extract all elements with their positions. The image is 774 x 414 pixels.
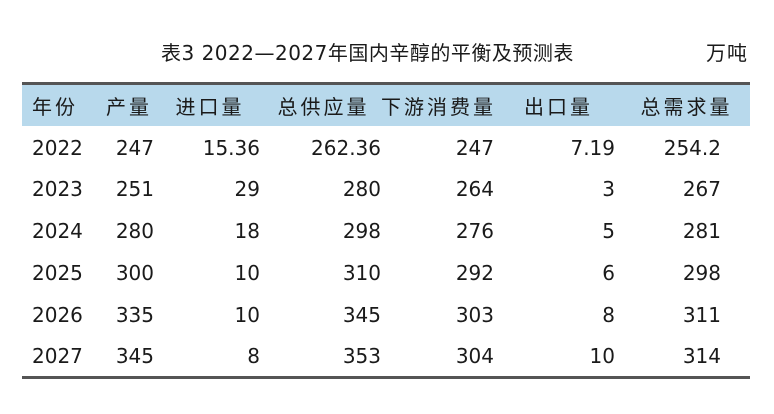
cell-year: 2024 (32, 218, 83, 243)
cell-import: 10 (234, 302, 260, 327)
cell-total-supply: 310 (342, 260, 381, 285)
table-row: 2026 335 10 345 303 8 311 (22, 294, 750, 336)
cell-export: 7.19 (570, 135, 615, 160)
cell-import: 8 (154, 335, 266, 379)
cell-total-demand: 314 (623, 335, 750, 379)
table-title: 表3 2022—2027年国内辛醇的平衡及预测表 (161, 41, 574, 65)
cell-output: 247 (115, 135, 154, 160)
cell-downstream-consumption: 304 (381, 335, 494, 379)
header-year: 年份 (22, 82, 104, 126)
cell-year: 2025 (32, 260, 83, 285)
cell-output: 280 (115, 218, 154, 243)
cell-export: 8 (602, 302, 615, 327)
header-total-supply: 总供应量 (266, 82, 381, 126)
table-row: 2023 251 29 280 264 3 267 (22, 168, 750, 210)
cell-total-demand: 267 (682, 176, 721, 201)
cell-year: 2023 (32, 176, 83, 201)
cell-total-demand: 281 (682, 218, 721, 243)
cell-total-supply: 298 (342, 218, 381, 243)
cell-total-demand: 311 (682, 302, 721, 327)
header-output: 产量 (104, 82, 154, 126)
cell-year: 2022 (32, 135, 83, 160)
cell-export: 6 (602, 260, 615, 285)
cell-downstream-consumption: 276 (455, 218, 494, 243)
header-export: 出口量 (494, 82, 623, 126)
cell-output: 300 (115, 260, 154, 285)
cell-import: 29 (234, 176, 260, 201)
unit-label: 万吨 (706, 41, 748, 65)
cell-import: 18 (234, 218, 260, 243)
cell-year: 2026 (32, 302, 83, 327)
table-row: 2027 345 8 353 304 10 314 (22, 335, 750, 379)
cell-total-demand: 298 (682, 260, 721, 285)
cell-total-supply: 345 (342, 302, 381, 327)
cell-downstream-consumption: 264 (455, 176, 494, 201)
cell-total-demand: 254.2 (663, 135, 721, 160)
table-caption: 表3 2022—2027年国内辛醇的平衡及预测表 万吨 (0, 38, 774, 68)
header-import: 进口量 (154, 82, 266, 126)
table-header-row: 年份 产量 进口量 总供应量 下游消费量 出口量 总需求量 (22, 82, 750, 126)
cell-downstream-consumption: 303 (455, 302, 494, 327)
table-row: 2024 280 18 298 276 5 281 (22, 210, 750, 252)
table-row: 2025 300 10 310 292 6 298 (22, 252, 750, 294)
cell-total-supply: 353 (266, 335, 381, 379)
header-total-demand: 总需求量 (623, 82, 750, 126)
cell-downstream-consumption: 292 (455, 260, 494, 285)
balance-table: 年份 产量 进口量 总供应量 下游消费量 出口量 总需求量 2022 247 1… (22, 82, 750, 379)
cell-output: 251 (115, 176, 154, 201)
table-row: 2022 247 15.36 262.36 247 7.19 254.2 (22, 126, 750, 168)
cell-import: 10 (234, 260, 260, 285)
cell-year: 2027 (22, 335, 104, 379)
cell-total-supply: 280 (342, 176, 381, 201)
cell-export: 5 (602, 218, 615, 243)
cell-output: 335 (115, 302, 154, 327)
cell-export: 3 (602, 176, 615, 201)
cell-downstream-consumption: 247 (455, 135, 494, 160)
cell-output: 345 (104, 335, 154, 379)
header-downstream-consumption: 下游消费量 (381, 82, 494, 126)
balance-table-container: 年份 产量 进口量 总供应量 下游消费量 出口量 总需求量 2022 247 1… (22, 82, 750, 379)
cell-import: 15.36 (202, 135, 260, 160)
cell-export: 10 (494, 335, 623, 379)
cell-total-supply: 262.36 (311, 135, 381, 160)
